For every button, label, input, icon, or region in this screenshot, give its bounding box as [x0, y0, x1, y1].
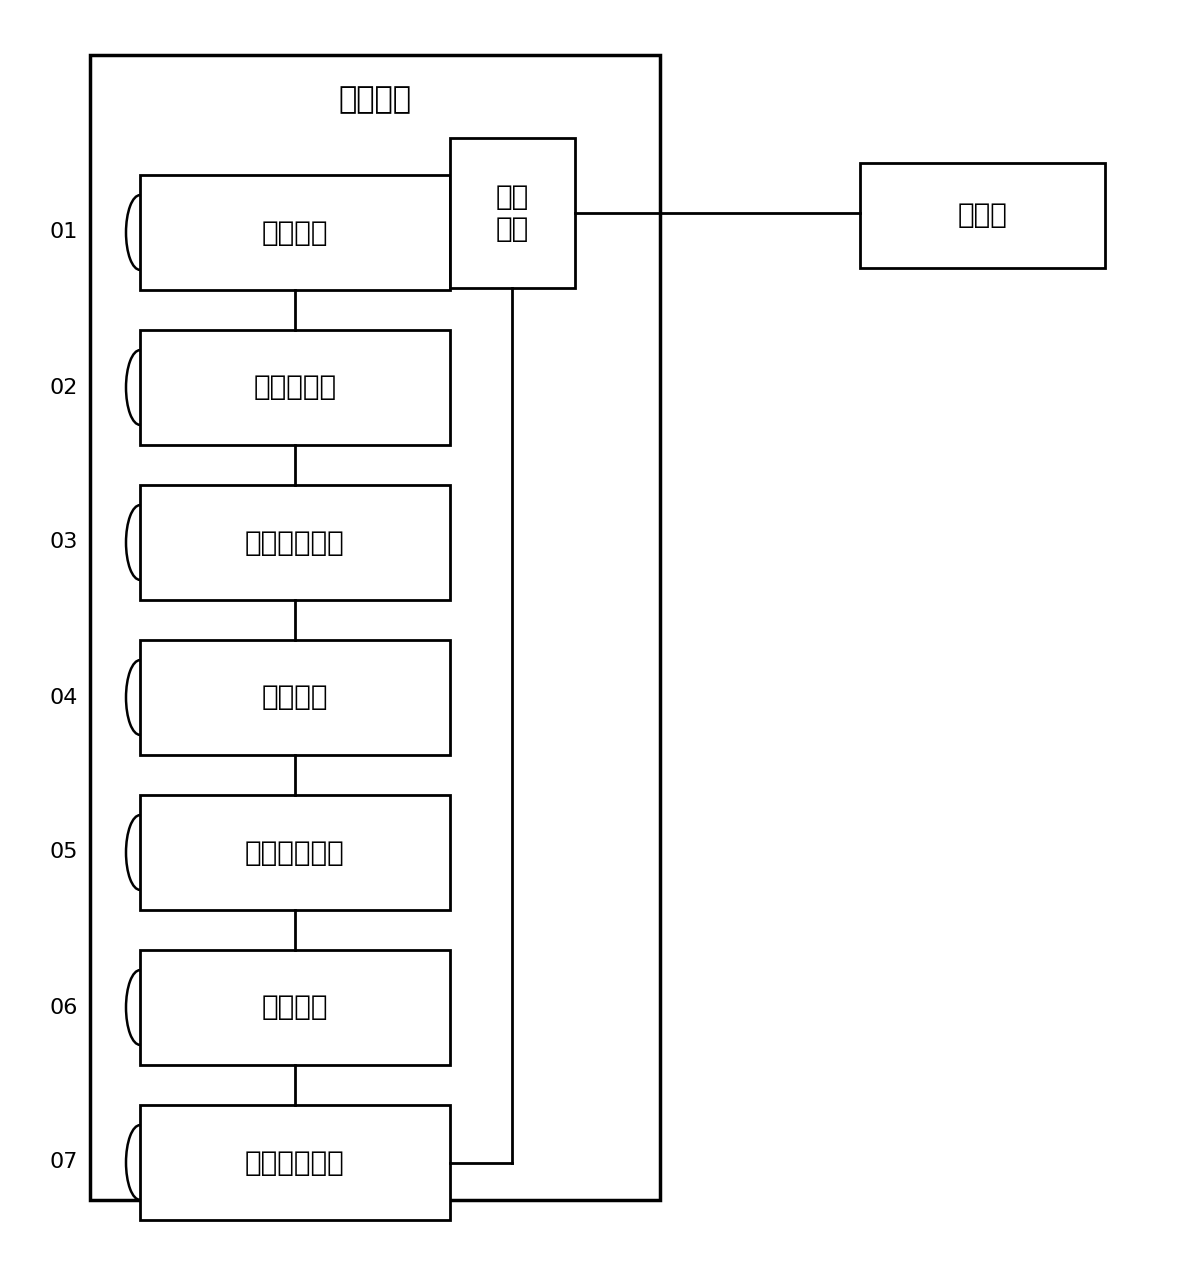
Bar [860, 164, 1105, 268]
Text: 07: 07 [50, 1153, 78, 1172]
Text: 服务器端: 服务器端 [338, 86, 411, 115]
Bar [140, 950, 451, 1065]
Text: 监听单元: 监听单元 [262, 219, 329, 247]
Bar [140, 1105, 451, 1220]
Bar [140, 330, 451, 445]
Text: 05: 05 [49, 842, 78, 863]
Bar [140, 175, 451, 290]
Text: 02: 02 [50, 377, 78, 397]
Text: 03: 03 [50, 533, 78, 552]
Text: 01: 01 [50, 222, 78, 243]
Text: 数据发送单元: 数据发送单元 [245, 1149, 345, 1177]
Text: 解码单元: 解码单元 [262, 684, 329, 712]
Bar [90, 55, 660, 1200]
Text: 客户端: 客户端 [957, 202, 1007, 230]
Text: 编码单元: 编码单元 [262, 993, 329, 1021]
Text: 协议路由单元: 协议路由单元 [245, 529, 345, 556]
Bar [140, 484, 451, 599]
Text: 预设
端口: 预设 端口 [496, 183, 529, 243]
Bar [451, 138, 575, 288]
Text: 预加载单元: 预加载单元 [253, 373, 337, 401]
Text: 06: 06 [50, 998, 78, 1017]
Text: 业务处理单元: 业务处理单元 [245, 838, 345, 866]
Text: 04: 04 [50, 688, 78, 708]
Bar [140, 640, 451, 755]
Bar [140, 795, 451, 910]
